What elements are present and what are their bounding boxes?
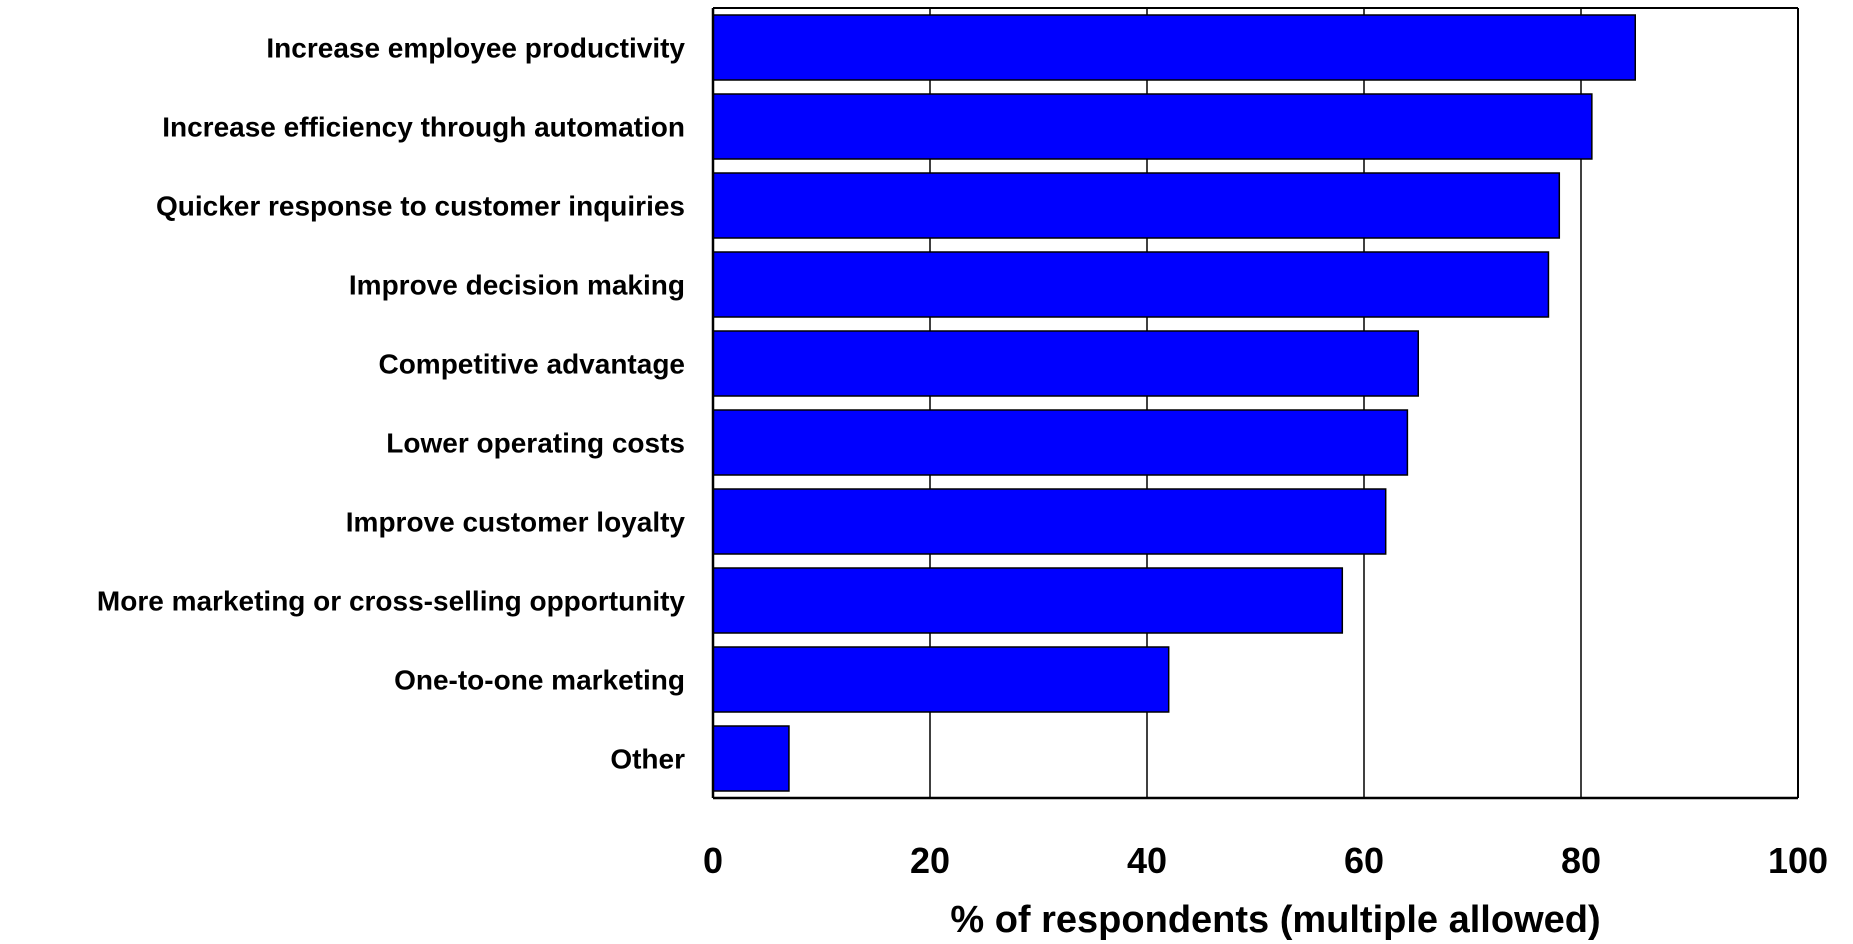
bar: [712, 567, 1344, 634]
bar: [712, 488, 1387, 555]
x-tick-label: 0: [703, 840, 723, 881]
category-label: Lower operating costs: [386, 428, 685, 459]
bar: [712, 646, 1170, 713]
x-tick-label: 80: [1561, 840, 1601, 881]
x-tick-labels: 0 20 40 60 80 100: [703, 840, 1828, 881]
bar: [712, 172, 1561, 239]
bar: [712, 14, 1636, 81]
category-label: Improve decision making: [349, 270, 685, 301]
x-tick-label: 100: [1768, 840, 1828, 881]
axes: [711, 7, 1799, 800]
x-tick-label: 20: [910, 840, 950, 881]
bar: [712, 409, 1409, 476]
category-label: Increase employee productivity: [266, 33, 685, 64]
bar: [712, 251, 1550, 318]
bar: [712, 330, 1419, 397]
x-axis-title: % of respondents (multiple allowed): [950, 899, 1600, 941]
category-label: Improve customer loyalty: [346, 507, 686, 538]
bars: [712, 14, 1636, 792]
category-label: Competitive advantage: [378, 349, 685, 380]
category-label: Quicker response to customer inquiries: [156, 191, 685, 222]
bar: [712, 725, 790, 792]
bar: [712, 93, 1593, 160]
category-label: One-to-one marketing: [394, 665, 685, 696]
category-labels: Increase employee productivity Increase e…: [97, 33, 686, 775]
category-label: More marketing or cross-selling opportun…: [97, 586, 686, 617]
category-label: Other: [610, 744, 685, 775]
category-label: Increase efficiency through automation: [162, 112, 685, 143]
x-tick-label: 60: [1344, 840, 1384, 881]
x-tick-label: 40: [1127, 840, 1167, 881]
